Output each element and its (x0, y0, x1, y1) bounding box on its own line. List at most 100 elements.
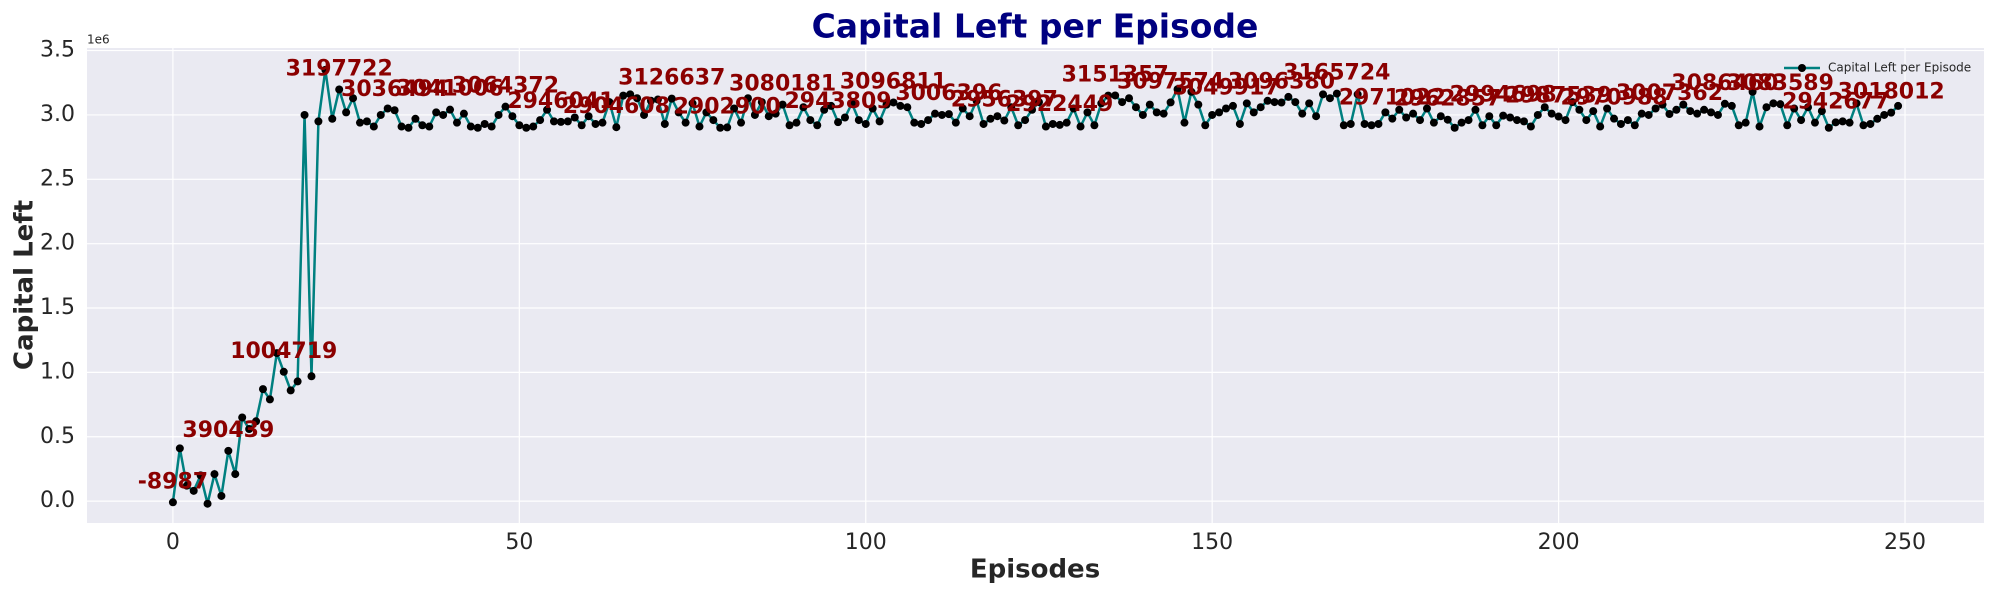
data-point (1007, 103, 1016, 112)
data-point (750, 110, 759, 119)
data-point (1589, 107, 1598, 116)
data-point (820, 105, 829, 114)
data-point (737, 118, 746, 127)
data-point (834, 118, 843, 127)
data-label: 3151357 (1062, 62, 1169, 87)
y-tick-label: 0.0 (40, 488, 75, 513)
data-point (681, 118, 690, 127)
data-label: 3165724 (1283, 61, 1390, 86)
data-point (1374, 119, 1383, 128)
data-point (390, 106, 399, 115)
data-point (1700, 105, 1709, 114)
data-point (1831, 118, 1840, 127)
data-point (910, 118, 919, 127)
data-point (1014, 121, 1023, 130)
data-point (1256, 103, 1265, 112)
data-point (321, 65, 330, 74)
data-point (1263, 96, 1272, 105)
data-point (1845, 118, 1854, 127)
data-point (1790, 104, 1799, 113)
data-point (349, 94, 358, 103)
data-label: 2987539 (1505, 84, 1612, 109)
data-point (605, 98, 614, 107)
data-point (1076, 122, 1085, 131)
data-point (487, 122, 496, 131)
data-point (1222, 104, 1231, 113)
y-tick-label: 0.5 (40, 424, 75, 449)
data-point (1596, 122, 1605, 131)
data-point (1575, 105, 1584, 114)
x-tick-label: 50 (505, 530, 533, 555)
data-point (1090, 121, 1099, 130)
data-point (1388, 114, 1397, 123)
y-axis-label: Capital Left (10, 200, 40, 370)
data-point (868, 104, 877, 113)
data-label: 3080181 (729, 72, 836, 97)
data-point (272, 349, 281, 358)
data-point (1824, 123, 1833, 132)
data-point (480, 119, 489, 128)
data-point (1159, 109, 1168, 118)
data-point (1859, 121, 1868, 130)
data-point (1616, 119, 1625, 128)
data-point (1409, 109, 1418, 118)
data-point (882, 100, 891, 109)
data-point (383, 104, 392, 113)
data-point (1769, 99, 1778, 108)
data-point (529, 122, 538, 131)
data-label: -8987 (138, 469, 208, 494)
data-point (196, 471, 205, 480)
data-point (1686, 107, 1695, 116)
y-tick-label: 3.0 (40, 102, 75, 127)
data-point (806, 116, 815, 125)
data-point (1540, 103, 1549, 112)
data-point (418, 121, 427, 130)
data-point (771, 109, 780, 118)
data-point (1034, 98, 1043, 107)
data-point (944, 110, 953, 119)
data-point (1166, 98, 1175, 107)
data-point (1118, 98, 1127, 107)
data-point (473, 123, 482, 132)
data-point (1416, 116, 1425, 125)
data-point (1450, 123, 1459, 132)
data-label: 3086460 (1671, 71, 1778, 96)
data-point (1402, 113, 1411, 122)
data-label: 3064372 (452, 74, 559, 99)
data-point (674, 108, 683, 117)
data-point (1367, 121, 1376, 130)
data-point (1298, 109, 1307, 118)
data-point (1125, 94, 1134, 103)
x-tick-label: 100 (845, 530, 887, 555)
data-point (432, 108, 441, 117)
data-point (619, 91, 628, 100)
data-point (1325, 94, 1334, 103)
data-point (446, 105, 455, 114)
data-point (1332, 89, 1341, 98)
plot-area (87, 48, 1984, 523)
data-point (1194, 100, 1203, 109)
data-point (1610, 114, 1619, 123)
data-point (459, 109, 468, 118)
y-tick-label: 1.5 (40, 295, 75, 320)
data-point (1145, 100, 1154, 109)
data-point (1152, 108, 1161, 117)
x-tick-label: 0 (166, 530, 180, 555)
data-point (1707, 108, 1716, 117)
data-point (210, 470, 219, 479)
data-point (1381, 108, 1390, 117)
legend-label: Capital Left per Episode (1828, 61, 1971, 75)
data-point (1305, 99, 1314, 108)
data-point (1644, 110, 1653, 119)
data-point (875, 117, 884, 126)
data-point (1000, 116, 1009, 125)
data-point (598, 118, 607, 127)
data-point (1727, 101, 1736, 110)
data-point (245, 425, 254, 434)
data-point (404, 123, 413, 132)
data-point (799, 103, 808, 112)
data-point (1028, 105, 1037, 114)
data-point (1201, 121, 1210, 130)
data-point (1561, 116, 1570, 125)
data-point (667, 94, 676, 103)
